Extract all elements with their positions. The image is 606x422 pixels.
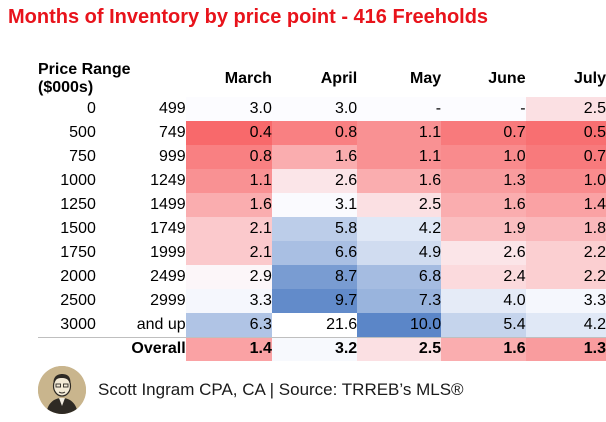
value-cell: 1.8	[525, 217, 606, 241]
table-row: 0 499 3.0 3.0- -2.5	[38, 97, 606, 121]
range-low-cell: 1500	[60, 220, 96, 237]
value-cell: 1.1	[357, 145, 442, 169]
price-range-header: Price Range ($000s)	[38, 61, 131, 96]
value-cell: 1.6	[441, 193, 526, 217]
chart-title: Months of Inventory by price point - 416…	[8, 6, 489, 28]
range-low-cell: 1000	[60, 172, 96, 189]
value-cell: 2.2	[525, 265, 606, 289]
value-cell: 3.3	[185, 289, 272, 313]
value-cell: 0.4	[185, 121, 272, 145]
range-high-cell: 1749	[150, 220, 186, 237]
range-low-cell: 750	[69, 148, 96, 165]
column-header-june: June	[488, 70, 526, 87]
value-cell: 8.7	[271, 265, 358, 289]
value-cell: 1.9	[441, 217, 526, 241]
overall-cell: 1.6	[441, 336, 526, 361]
value-cell: 1.1	[185, 169, 272, 193]
value-cell: 2.1	[185, 217, 272, 241]
value-cell: 4.9	[357, 241, 442, 265]
range-low-cell: 3000	[60, 315, 96, 333]
range-low-cell: 2000	[60, 268, 96, 285]
range-high-cell: 1249	[150, 172, 186, 189]
value-cell: 1.3	[441, 169, 526, 193]
overall-cell: 1.3	[525, 336, 606, 361]
value-cell: 1.4	[525, 193, 606, 217]
value-cell: 3.3	[525, 289, 606, 313]
range-low-cell: 2500	[60, 292, 96, 309]
range-high-cell: 1999	[150, 244, 186, 261]
value-cell: 0.8	[185, 145, 272, 169]
range-high-cell: 999	[158, 148, 186, 165]
value-cell: -	[441, 97, 526, 121]
table-row: 1750 1999 2.1 6.6 4.9 2.6 2.2	[38, 241, 606, 265]
value-cell: 0.7	[525, 145, 606, 169]
value-cell: 1.6	[357, 169, 442, 193]
value-cell: 9.7	[271, 289, 358, 313]
range-low-cell: 0	[86, 100, 96, 117]
table-row: 750 999 0.8 1.6 1.1 1.0 0.7	[38, 145, 606, 169]
value-cell: 3.0	[185, 97, 272, 121]
table-row: 2500 2999 3.3 9.7 7.3 4.0 3.3	[38, 289, 606, 313]
range-high-cell: 1499	[150, 196, 186, 213]
value-cell: 0.8	[271, 121, 358, 145]
value-cell: 2.9	[185, 265, 272, 289]
author-portrait-icon	[38, 366, 86, 414]
range-high-cell: and up	[136, 315, 186, 333]
value-cell: 5.4	[441, 313, 526, 337]
table-row: 1000 1249 1.1 2.6 1.6 1.3 1.0	[38, 169, 606, 193]
value-cell: 6.8	[357, 265, 442, 289]
overall-cell: 1.4	[185, 336, 272, 361]
value-cell: 0.7	[441, 121, 526, 145]
value-cell: 1.1	[357, 121, 442, 145]
value-cell: 7.3	[357, 289, 442, 313]
range-high-cell: 749	[158, 124, 186, 141]
value-cell: 2.6	[271, 169, 358, 193]
value-cell: 2.1	[185, 241, 272, 265]
table-row: 1500 1749 2.1 5.8 4.2 1.9 1.8	[38, 217, 606, 241]
value-cell: 1.0	[441, 145, 526, 169]
value-cell: 1.6	[185, 193, 272, 217]
value-cell: 2.6	[441, 241, 526, 265]
value-cell: 3.1	[271, 193, 358, 217]
value-cell: 2.5	[357, 193, 442, 217]
column-header-march: March	[224, 70, 272, 87]
table-row: 2000 2499 2.9 8.7 6.8 2.4 2.2	[38, 265, 606, 289]
overall-label: Overall	[38, 336, 186, 361]
value-cell: -	[357, 97, 442, 121]
table-row: 500 749 0.4 0.8 1.1 0.7 0.5	[38, 121, 606, 145]
value-cell: 21.6	[271, 313, 358, 337]
value-cell: 4.0	[441, 289, 526, 313]
value-cell: 5.8	[271, 217, 358, 241]
column-header-may: May	[410, 70, 442, 87]
value-cell: 2.4	[441, 265, 526, 289]
value-cell: 2.5	[525, 97, 606, 121]
value-cell: 2.2	[525, 241, 606, 265]
value-cell: 3.0	[271, 97, 358, 121]
range-low-cell: 1250	[60, 196, 96, 213]
table-row: 1250 1499 1.6 3.1 2.5 1.6 1.4	[38, 193, 606, 217]
footer: Scott Ingram CPA, CA | Source: TRREB’s M…	[38, 364, 464, 416]
value-cell: 4.2	[525, 313, 606, 337]
footer-credit: Scott Ingram CPA, CA | Source: TRREB’s M…	[98, 380, 464, 399]
overall-cell: 2.5	[357, 336, 442, 361]
value-cell: 10.0	[357, 313, 442, 337]
column-header-april: April	[320, 70, 358, 87]
range-high-cell: 2999	[150, 292, 186, 309]
value-cell: 1.6	[271, 145, 358, 169]
range-low-cell: 500	[69, 124, 96, 141]
column-header-july: July	[573, 70, 606, 87]
range-high-cell: 499	[158, 100, 186, 117]
value-cell: 1.0	[525, 169, 606, 193]
table-row: 3000 and up 6.3 21.6 10.0 5.4 4.2	[38, 313, 606, 337]
overall-row: Overall 1.4 3.2 2.5 1.6 1.3	[38, 336, 606, 361]
inventory-table: Price Range ($000s) March April May June…	[38, 61, 606, 361]
range-high-cell: 2499	[150, 268, 186, 285]
value-cell: 6.6	[271, 241, 358, 265]
range-low-cell: 1750	[60, 244, 96, 261]
value-cell: 0.5	[525, 121, 606, 145]
value-cell: 4.2	[357, 217, 442, 241]
value-cell: 6.3	[185, 313, 272, 337]
header-row: Price Range ($000s) March April May June…	[38, 61, 606, 97]
overall-cell: 3.2	[271, 336, 358, 361]
